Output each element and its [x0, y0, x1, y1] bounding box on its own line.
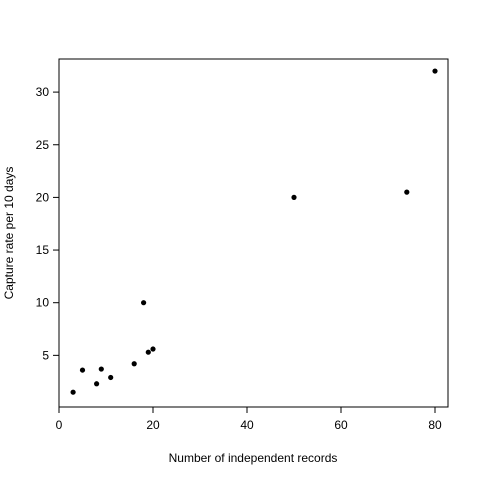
- data-point: [98, 366, 104, 372]
- data-point: [432, 68, 438, 74]
- y-tick-label: 20: [36, 190, 50, 204]
- x-axis: 0 20 40 60 80: [56, 407, 442, 432]
- data-point: [150, 346, 156, 352]
- data-point: [145, 349, 151, 355]
- x-tick-label: 40: [240, 418, 254, 432]
- x-tick-label: 0: [56, 418, 63, 432]
- data-points: [70, 68, 438, 395]
- x-axis-title: Number of independent records: [169, 451, 338, 465]
- y-tick-label: 5: [42, 348, 49, 362]
- data-point: [70, 389, 76, 395]
- y-tick-label: 15: [36, 243, 50, 257]
- x-tick-label: 80: [428, 418, 442, 432]
- data-point: [291, 194, 297, 200]
- data-point: [108, 374, 114, 381]
- y-tick-label: 30: [36, 85, 50, 99]
- data-point: [404, 189, 410, 195]
- y-tick-label: 25: [36, 138, 50, 152]
- data-point: [131, 361, 137, 367]
- x-tick-label: 60: [334, 418, 348, 432]
- plot-frame: [58, 58, 449, 408]
- data-point: [79, 367, 86, 373]
- y-tick-label: 10: [36, 296, 50, 310]
- data-point: [94, 381, 100, 387]
- data-point: [141, 300, 147, 306]
- x-tick-label: 20: [146, 418, 160, 432]
- y-axis-title: Capture rate per 10 days: [2, 167, 16, 300]
- y-axis: 5 10 15 20 25 30: [36, 85, 59, 362]
